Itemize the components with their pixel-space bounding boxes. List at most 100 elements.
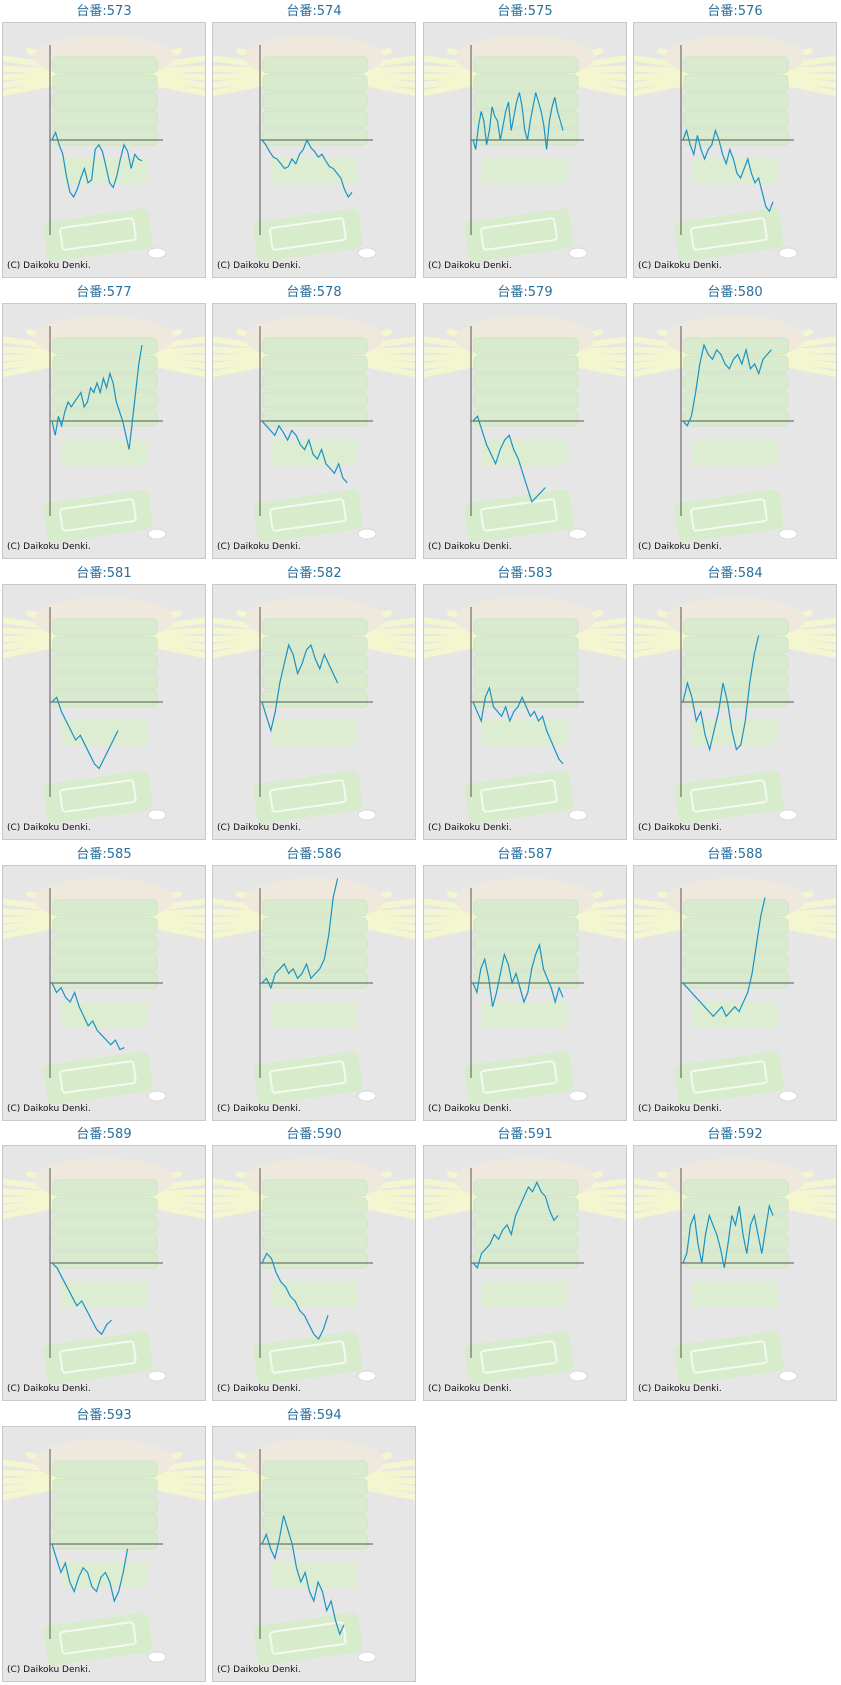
chart-panel: (C) Daikoku Denki. bbox=[633, 1145, 837, 1401]
copyright-label: (C) Daikoku Denki. bbox=[7, 261, 91, 271]
chart-card: 台番:578 (C) Daikoku Denki. bbox=[212, 283, 416, 559]
chart-panel: (C) Daikoku Denki. bbox=[423, 865, 627, 1121]
background-art bbox=[3, 316, 205, 543]
copyright-label: (C) Daikoku Denki. bbox=[217, 542, 301, 552]
line-chart bbox=[213, 878, 415, 1105]
line-chart bbox=[634, 316, 836, 543]
chart-panel: (C) Daikoku Denki. bbox=[212, 1145, 416, 1401]
series-line bbox=[51, 344, 143, 450]
chart-card: 台番:592 (C) Daikoku Denki. bbox=[633, 1125, 837, 1401]
chart-title: 台番:586 bbox=[286, 847, 342, 862]
chart-card: 台番:583 (C) Daikoku Denki. bbox=[423, 564, 627, 840]
chart-card: 台番:589 (C) Daikoku Denki. bbox=[2, 1125, 206, 1401]
line-chart bbox=[213, 597, 415, 824]
series-line bbox=[472, 92, 564, 150]
line-chart bbox=[634, 1158, 836, 1385]
background-art bbox=[424, 35, 626, 262]
chart-card: 台番:574 (C) Daikoku Denki. bbox=[212, 2, 416, 278]
copyright-label: (C) Daikoku Denki. bbox=[428, 823, 512, 833]
background-art bbox=[3, 1158, 205, 1385]
copyright-label: (C) Daikoku Denki. bbox=[638, 823, 722, 833]
chart-card: 台番:579 (C) Daikoku Denki. bbox=[423, 283, 627, 559]
line-chart bbox=[3, 35, 205, 262]
background-art bbox=[634, 597, 836, 824]
chart-card: 台番:577 (C) Daikoku Denki. bbox=[2, 283, 206, 559]
series-line bbox=[51, 982, 125, 1051]
chart-title: 台番:594 bbox=[286, 1408, 342, 1423]
chart-panel: (C) Daikoku Denki. bbox=[423, 22, 627, 278]
series-line bbox=[51, 1543, 129, 1603]
background-art bbox=[424, 316, 626, 543]
line-chart bbox=[3, 1439, 205, 1666]
copyright-label: (C) Daikoku Denki. bbox=[217, 1665, 301, 1675]
chart-title: 台番:582 bbox=[286, 566, 342, 581]
background-art bbox=[213, 1158, 415, 1385]
series-line bbox=[261, 643, 339, 733]
line-chart bbox=[634, 878, 836, 1105]
chart-panel: (C) Daikoku Denki. bbox=[423, 584, 627, 840]
chart-panel: (C) Daikoku Denki. bbox=[2, 22, 206, 278]
chart-panel: (C) Daikoku Denki. bbox=[212, 584, 416, 840]
chart-panel: (C) Daikoku Denki. bbox=[633, 584, 837, 840]
line-chart bbox=[634, 35, 836, 262]
background-art bbox=[213, 316, 415, 543]
background-art bbox=[213, 597, 415, 824]
line-chart bbox=[424, 35, 626, 262]
background-art bbox=[213, 878, 415, 1105]
background-art bbox=[634, 878, 836, 1105]
chart-panel: (C) Daikoku Denki. bbox=[212, 303, 416, 559]
copyright-label: (C) Daikoku Denki. bbox=[7, 542, 91, 552]
copyright-label: (C) Daikoku Denki. bbox=[428, 261, 512, 271]
line-chart bbox=[424, 597, 626, 824]
chart-title: 台番:579 bbox=[497, 285, 553, 300]
chart-panel: (C) Daikoku Denki. bbox=[2, 1426, 206, 1682]
background-art bbox=[213, 35, 415, 262]
copyright-label: (C) Daikoku Denki. bbox=[638, 1384, 722, 1394]
series-line bbox=[472, 942, 564, 1007]
background-art bbox=[3, 597, 205, 824]
chart-card: 台番:586 (C) Daikoku Denki. bbox=[212, 845, 416, 1121]
background-art bbox=[3, 878, 205, 1105]
background-art bbox=[424, 878, 626, 1105]
chart-panel: (C) Daikoku Denki. bbox=[212, 22, 416, 278]
series-line bbox=[472, 415, 546, 503]
series-line bbox=[261, 1515, 345, 1637]
chart-panel: (C) Daikoku Denki. bbox=[2, 584, 206, 840]
series-line bbox=[472, 1180, 559, 1270]
chart-card: 台番:580 (C) Daikoku Denki. bbox=[633, 283, 837, 559]
chart-title: 台番:589 bbox=[76, 1127, 132, 1142]
chart-title: 台番:581 bbox=[76, 566, 132, 581]
chart-panel: (C) Daikoku Denki. bbox=[423, 1145, 627, 1401]
copyright-label: (C) Daikoku Denki. bbox=[217, 261, 301, 271]
series-line bbox=[261, 420, 348, 484]
line-chart bbox=[3, 316, 205, 543]
line-chart bbox=[3, 878, 205, 1105]
copyright-label: (C) Daikoku Denki. bbox=[7, 1104, 91, 1114]
chart-panel: (C) Daikoku Denki. bbox=[212, 1426, 416, 1682]
chart-title: 台番:587 bbox=[497, 847, 553, 862]
line-chart bbox=[424, 1158, 626, 1385]
chart-title: 台番:590 bbox=[286, 1127, 342, 1142]
chart-title: 台番:575 bbox=[497, 4, 553, 19]
chart-title: 台番:591 bbox=[497, 1127, 553, 1142]
line-chart bbox=[424, 878, 626, 1105]
chart-title: 台番:573 bbox=[76, 4, 132, 19]
series-line bbox=[682, 343, 772, 427]
background-art bbox=[3, 35, 205, 262]
chart-card: 台番:575 (C) Daikoku Denki. bbox=[423, 2, 627, 278]
chart-card: 台番:581 (C) Daikoku Denki. bbox=[2, 564, 206, 840]
chart-title: 台番:576 bbox=[707, 4, 763, 19]
chart-panel: (C) Daikoku Denki. bbox=[633, 865, 837, 1121]
chart-card: 台番:582 (C) Daikoku Denki. bbox=[212, 564, 416, 840]
copyright-label: (C) Daikoku Denki. bbox=[217, 823, 301, 833]
chart-panel: (C) Daikoku Denki. bbox=[633, 22, 837, 278]
chart-panel: (C) Daikoku Denki. bbox=[2, 303, 206, 559]
copyright-label: (C) Daikoku Denki. bbox=[7, 823, 91, 833]
chart-card: 台番:594 (C) Daikoku Denki. bbox=[212, 1406, 416, 1682]
series-line bbox=[682, 635, 760, 752]
chart-card: 台番:593 (C) Daikoku Denki. bbox=[2, 1406, 206, 1682]
chart-card: 台番:588 (C) Daikoku Denki. bbox=[633, 845, 837, 1121]
chart-card: 台番:576 (C) Daikoku Denki. bbox=[633, 2, 837, 278]
background-art bbox=[424, 1158, 626, 1385]
background-art bbox=[634, 316, 836, 543]
